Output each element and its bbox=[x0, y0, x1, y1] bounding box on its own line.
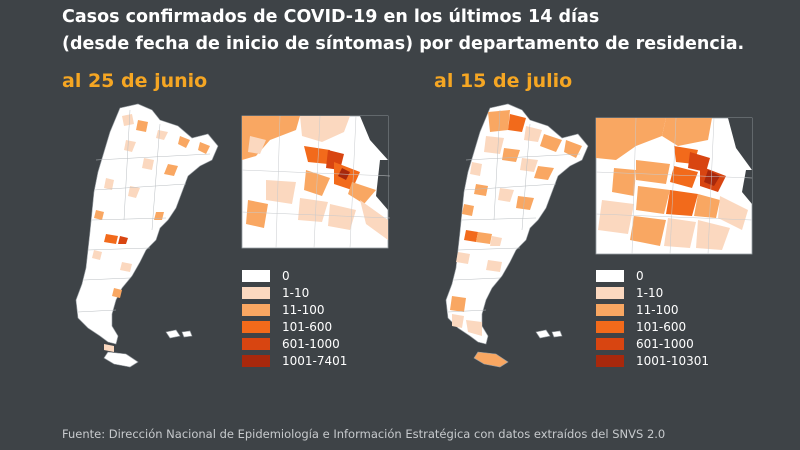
inset-map-june bbox=[241, 115, 391, 249]
map-panel-june: 0 1-10 11-100 101-600 601-1000 1001-7401 bbox=[60, 100, 400, 400]
legend-swatch bbox=[596, 355, 624, 367]
legend-label: 11-100 bbox=[636, 303, 679, 317]
legend-label: 601-1000 bbox=[636, 337, 694, 351]
title-line-1: Casos confirmados de COVID-19 en los últ… bbox=[62, 7, 600, 27]
legend-label: 601-1000 bbox=[282, 337, 340, 351]
legend-swatch bbox=[242, 304, 270, 316]
chart-title: Casos confirmados de COVID-19 en los últ… bbox=[62, 4, 782, 58]
legend-label: 1-10 bbox=[636, 286, 664, 300]
legend-label: 0 bbox=[636, 269, 644, 283]
legend-swatch bbox=[596, 338, 624, 350]
legend-swatch bbox=[242, 338, 270, 350]
legend-swatch bbox=[242, 270, 270, 282]
legend-label: 0 bbox=[282, 269, 290, 283]
legend-swatch bbox=[242, 287, 270, 299]
legend-swatch bbox=[242, 355, 270, 367]
argentina-map-june bbox=[75, 103, 219, 368]
legend-label: 1-10 bbox=[282, 286, 310, 300]
legend-swatch bbox=[596, 304, 624, 316]
argentina-map-july bbox=[445, 103, 589, 368]
map-panel-july: 0 1-10 11-100 101-600 601-1000 1001-1030… bbox=[430, 100, 770, 400]
title-line-2: (desde fecha de inicio de síntomas) por … bbox=[62, 34, 745, 54]
legend-label: 1001-7401 bbox=[282, 354, 348, 368]
legend-label: 101-600 bbox=[282, 320, 333, 334]
legend-swatch bbox=[242, 321, 270, 333]
legend-swatch bbox=[596, 270, 624, 282]
source-footer: Fuente: Dirección Nacional de Epidemiolo… bbox=[62, 427, 666, 441]
date-label-july: al 15 de julio bbox=[434, 70, 573, 92]
legend-label: 101-600 bbox=[636, 320, 687, 334]
legend-label: 1001-10301 bbox=[636, 354, 710, 368]
legend-swatch bbox=[596, 287, 624, 299]
inset-map-july bbox=[595, 117, 753, 255]
legend-label: 11-100 bbox=[282, 303, 325, 317]
legend-swatch bbox=[596, 321, 624, 333]
date-label-june: al 25 de junio bbox=[62, 70, 208, 92]
